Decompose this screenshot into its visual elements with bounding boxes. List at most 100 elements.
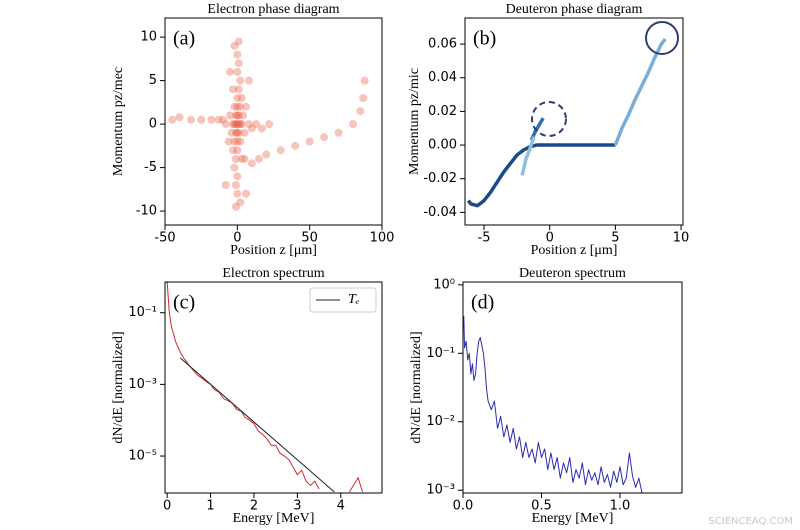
- point: [231, 180, 240, 189]
- point: [247, 124, 256, 133]
- point: [239, 111, 248, 120]
- point: [234, 59, 243, 68]
- y-tick-label: 10⁰: [433, 277, 455, 292]
- point: [291, 141, 300, 150]
- y-tick-label: 5: [149, 73, 157, 88]
- point: [247, 159, 256, 168]
- axes-frame: [164, 17, 383, 226]
- x-axis-label: Energy [MeV]: [233, 511, 315, 526]
- watermark: SCIENCEAQ.COM: [708, 516, 793, 527]
- point: [242, 102, 251, 111]
- y-tick-label: 0.00: [428, 138, 457, 153]
- x-tick-label: -5: [478, 231, 491, 246]
- x-tick-label: 0: [233, 231, 241, 246]
- point: [230, 163, 239, 172]
- point: [207, 115, 216, 124]
- panel: Electron spectrum Energy [MeV] dN/dE [norm…: [111, 266, 383, 526]
- point: [231, 202, 240, 211]
- point: [234, 128, 243, 137]
- point: [233, 102, 242, 111]
- point: [230, 137, 239, 146]
- highlight-circle: [531, 101, 567, 137]
- panel-title: Deuteron spectrum: [519, 266, 626, 281]
- panel-title: Electron spectrum: [222, 266, 324, 281]
- y-tick-label: 10⁻⁵: [128, 449, 157, 464]
- y-tick-label: -0.04: [423, 205, 457, 220]
- series-line: [466, 143, 616, 208]
- point: [234, 120, 243, 129]
- point: [360, 76, 369, 85]
- point: [237, 94, 246, 103]
- point: [356, 107, 365, 116]
- point: [224, 137, 233, 146]
- x-tick-label: 0.5: [531, 499, 552, 514]
- legend-box: [309, 287, 377, 313]
- panel-title: Deuteron phase diagram: [506, 2, 643, 17]
- point: [255, 154, 264, 163]
- point: [234, 85, 243, 94]
- point: [228, 146, 237, 155]
- point: [228, 85, 237, 94]
- point: [236, 120, 245, 129]
- point: [233, 120, 242, 129]
- legend-label: Tₑ: [348, 292, 360, 307]
- point: [234, 37, 243, 46]
- y-tick-label: 10⁻³: [426, 483, 455, 498]
- point: [231, 154, 240, 163]
- axes-frame: [462, 281, 683, 494]
- series-line: [166, 282, 363, 493]
- axes-frame: [164, 281, 383, 494]
- x-tick-label: 3: [293, 499, 301, 514]
- series-line: [179, 357, 335, 493]
- point: [233, 172, 242, 181]
- point: [265, 120, 274, 129]
- point: [221, 180, 230, 189]
- point: [233, 94, 242, 103]
- x-axis-label: Position z [μm]: [531, 243, 618, 258]
- plot-area: [466, 37, 667, 208]
- point: [233, 189, 242, 198]
- panel-label: (a): [173, 28, 195, 50]
- y-tick-label: -10: [136, 204, 157, 219]
- y-tick-label: 0.06: [428, 37, 457, 52]
- point: [218, 115, 227, 124]
- plot-area: [168, 37, 369, 211]
- point: [244, 120, 253, 129]
- x-tick-label: 1.0: [610, 499, 631, 514]
- panel-label: (b): [473, 28, 496, 50]
- y-tick-label: 0.04: [428, 70, 457, 85]
- point: [226, 67, 235, 76]
- point: [240, 128, 249, 137]
- x-tick-label: 5: [611, 231, 619, 246]
- point: [228, 120, 237, 129]
- point: [276, 146, 285, 155]
- y-axis-label: dN/dE [normalized]: [409, 331, 424, 443]
- series-line: [520, 136, 536, 176]
- point: [233, 146, 242, 155]
- point: [230, 102, 239, 111]
- highlight-circle: [645, 21, 679, 55]
- point: [221, 120, 230, 129]
- point: [252, 120, 261, 129]
- point: [233, 50, 242, 59]
- point: [320, 133, 329, 142]
- point: [236, 137, 245, 146]
- point: [244, 76, 253, 85]
- y-tick-label: 10⁻²: [426, 414, 455, 429]
- point: [231, 128, 240, 137]
- point: [214, 115, 223, 124]
- x-tick-label: 0.0: [453, 499, 474, 514]
- point: [231, 111, 240, 120]
- point: [262, 150, 271, 159]
- panel-label: (d): [471, 292, 494, 314]
- panel: Electron phase diagram Position z [μm] Mom…: [111, 2, 394, 258]
- point: [226, 111, 235, 120]
- point: [349, 120, 358, 129]
- x-tick-label: -50: [154, 231, 175, 246]
- x-tick-label: 100: [370, 231, 395, 246]
- point: [242, 189, 251, 198]
- panel-title: Electron phase diagram: [207, 2, 339, 17]
- point: [237, 120, 246, 129]
- point: [257, 124, 266, 133]
